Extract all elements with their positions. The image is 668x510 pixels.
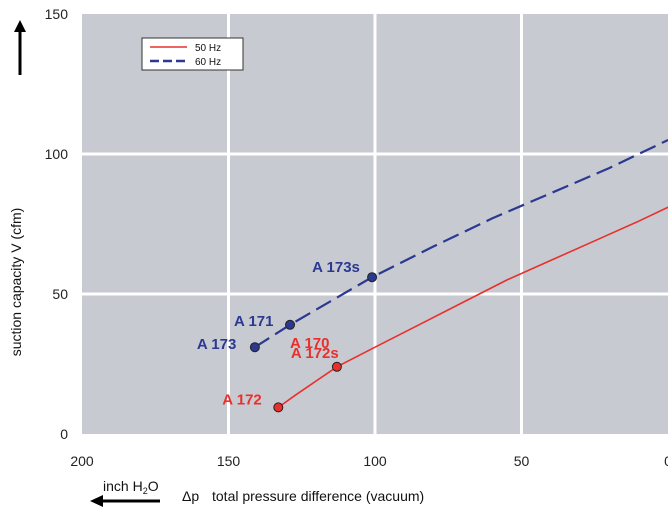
y-axis-arrow-icon <box>14 20 26 75</box>
legend-label: 60 Hz <box>195 57 221 68</box>
series-line-50-hz <box>277 206 668 409</box>
legend-label: 50 Hz <box>195 43 221 54</box>
series-lines <box>254 139 668 409</box>
point-label: A 172s <box>291 345 339 362</box>
point-label: A 173s <box>312 259 360 276</box>
legend: 50 Hz 60 Hz <box>141 37 244 71</box>
point-label: A 170 <box>290 335 329 352</box>
x-axis-symbol: Δp <box>182 488 199 504</box>
data-point-marker <box>273 402 284 413</box>
x-axis-unit: inch H2O <box>103 478 159 496</box>
data-point-marker <box>331 361 342 372</box>
grid-lines <box>82 14 668 434</box>
data-point-marker <box>285 319 296 330</box>
y-tick-label: 50 <box>52 286 68 302</box>
y-tick-label: 150 <box>45 6 69 22</box>
y-axis-title: suction capacity V (cfm) <box>8 208 24 357</box>
point-label: A 172 <box>222 391 261 408</box>
data-point-marker <box>367 272 378 283</box>
y-tick-label: 100 <box>45 146 69 162</box>
x-tick-label: 0 <box>664 453 668 469</box>
axis-ticks: 200 150 100 50 0 0 50 100 150 <box>45 6 668 469</box>
data-markers <box>249 272 378 413</box>
x-tick-label: 100 <box>363 453 387 469</box>
x-tick-label: 50 <box>514 453 530 469</box>
y-tick-label: 0 <box>60 426 68 442</box>
point-label: A 173 <box>197 336 236 353</box>
legend-box <box>141 37 244 71</box>
x-tick-label: 150 <box>217 453 241 469</box>
x-tick-label: 200 <box>70 453 94 469</box>
x-axis-arrow-icon <box>90 495 160 507</box>
point-label: A 171 <box>234 313 273 330</box>
x-axis-title: total pressure difference (vacuum) <box>212 488 424 504</box>
series-line-60-hz <box>254 139 668 349</box>
data-point-marker <box>249 342 260 353</box>
